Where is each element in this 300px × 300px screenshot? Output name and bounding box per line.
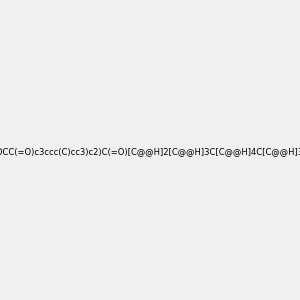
Text: O=C1CN(c2cccc(OCC(=O)c3ccc(C)cc3)c2)C(=O)[C@@H]2[C@@H]3C[C@@H]4C[C@@H]3[C@@H]4[C: O=C1CN(c2cccc(OCC(=O)c3ccc(C)cc3)c2)C(=O… [0, 147, 300, 156]
